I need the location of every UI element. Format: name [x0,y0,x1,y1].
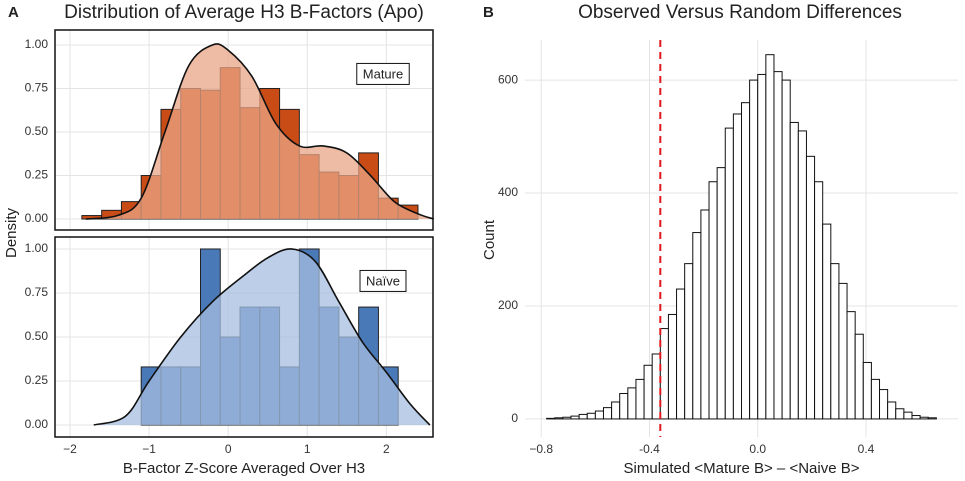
density-curve [93,248,431,426]
x-tick-label: 0.4 [858,442,875,456]
bar [741,102,751,420]
bar [692,232,702,420]
x-axis-label: Simulated <Mature B> – <Naive B> [624,460,860,477]
bar [546,417,556,420]
bar [635,378,645,420]
y-tick-label: 0.00 [25,211,49,225]
bar [797,130,807,420]
x-axis-label: B-Factor Z-Score Averaged Over H3 [123,460,365,477]
bar [887,401,897,420]
y-tick-label: 600 [498,72,518,86]
bar [651,353,661,420]
bar [594,410,604,420]
bar [814,181,824,420]
chart-title: Distribution of Average H3 B-Factors (Ap… [64,2,424,23]
bar [781,79,791,420]
facet-label: Naïve [366,273,400,288]
bar [562,416,572,420]
bar [838,282,848,420]
bar [716,167,726,420]
facet-label: Mature [363,66,403,81]
y-tick-label: 0.75 [25,81,49,95]
y-axis-label: Density [3,207,20,258]
bar [643,364,653,420]
y-tick-label: 0.50 [25,329,49,343]
bar [895,408,905,420]
bar [773,71,783,420]
panel-border [54,236,434,438]
y-tick-label: 0.25 [25,168,49,182]
y-tick-label: 1.00 [25,241,49,255]
bar [659,328,669,420]
x-tick-label: 0.0 [749,442,766,456]
bar [724,127,734,420]
bar [879,389,889,420]
x-tick-label: −2 [63,442,77,456]
bar [700,209,710,420]
bar [749,79,759,420]
bar [854,333,864,420]
bar [708,181,718,420]
x-tick-label: −1 [142,442,156,456]
bar [919,416,929,420]
density-curve [85,43,435,220]
panel-label: A [8,4,19,21]
bar [732,113,742,420]
bar [586,412,596,420]
panel-border [54,29,434,231]
y-tick-label: 0.25 [25,373,49,387]
y-tick-label: 1.00 [25,37,49,51]
bar [846,311,856,420]
y-tick-label: 0 [511,411,518,425]
facet-label-box [356,62,410,85]
bar [862,361,872,420]
y-tick-label: 400 [498,185,518,199]
panel-label: B [483,4,494,21]
bar [830,263,840,420]
x-tick-label: -0.4 [639,442,660,456]
bar [554,417,564,420]
bar [611,401,621,420]
bar [757,73,767,420]
bar [805,155,816,420]
y-tick-label: 0.00 [25,417,49,431]
y-tick-label: 0.50 [25,124,49,138]
x-tick-label: 0 [225,442,232,456]
facet-label-box [359,269,407,292]
bar [684,263,694,420]
y-axis-label: Count [481,219,498,260]
bar [911,415,921,420]
x-tick-label: 2 [383,442,390,456]
bar [570,415,580,420]
bar [870,378,881,420]
bar [667,313,678,420]
chart-title: Observed Versus Random Differences [578,2,902,23]
bar [676,288,686,420]
bar [903,411,913,420]
y-tick-label: 200 [498,298,518,312]
y-tick-label: 0.75 [25,285,49,299]
bar [765,54,775,420]
x-tick-label: −0.8 [529,442,553,456]
bar [578,413,588,420]
bar [789,121,799,420]
bar [927,417,937,420]
bar [619,393,629,420]
bar [602,407,613,420]
bar [627,387,637,420]
bar [822,223,832,420]
x-tick-label: 1 [304,442,311,456]
